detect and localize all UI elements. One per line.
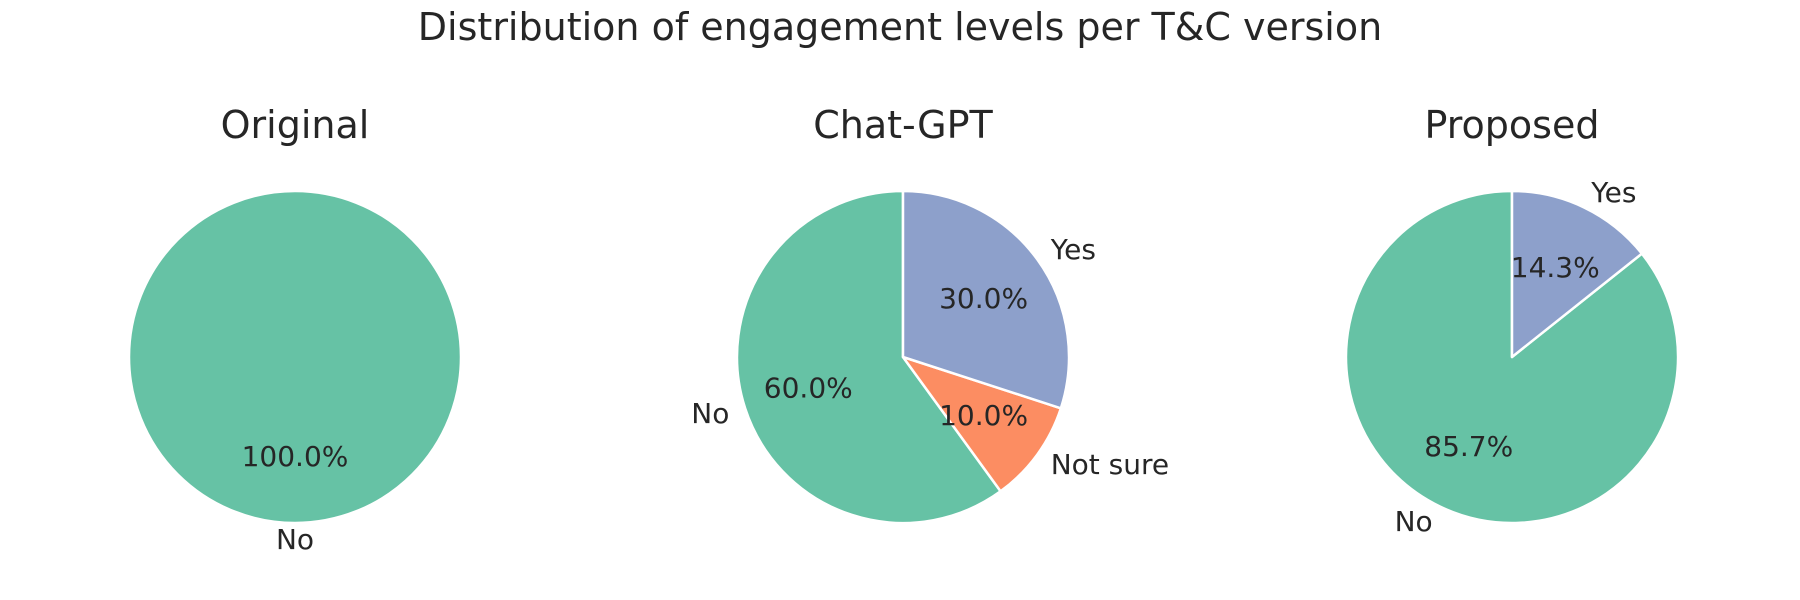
slice-label-chat-gpt-not-sure: Not sure	[1051, 448, 1169, 481]
pie-title-chat-gpt: Chat-GPT	[813, 103, 993, 147]
slice-label-proposed-no: No	[1395, 505, 1433, 538]
pct-label-chat-gpt-not-sure: 10.0%	[939, 399, 1028, 432]
pie-slice-chat-gpt-yes	[901, 189, 1071, 410]
pie-slice-original-no	[127, 189, 463, 525]
pies-group: No 100.0% No 60.0% Not sure 10.0% Yes 30.0% No 85…	[127, 176, 1680, 556]
slice-label-chat-gpt-yes: Yes	[1050, 233, 1096, 266]
pie-slice-chat-gpt-no	[735, 189, 1002, 525]
pct-label-chat-gpt-yes: 30.0%	[939, 282, 1028, 315]
figure-title: Distribution of engagement levels per T&…	[418, 5, 1382, 49]
pie-title-original: Original	[221, 103, 370, 147]
slice-label-proposed-yes: Yes	[1590, 176, 1636, 209]
pie-slice-chat-gpt-not-sure	[901, 355, 1063, 493]
pct-label-proposed-yes: 14.3%	[1511, 251, 1600, 284]
slice-label-chat-gpt-no: No	[691, 397, 729, 430]
pct-label-original-no: 100.0%	[242, 440, 349, 473]
pct-label-chat-gpt-no: 60.0%	[764, 371, 853, 404]
pie-title-proposed: Proposed	[1425, 103, 1600, 147]
pct-label-proposed-no: 85.7%	[1424, 430, 1513, 463]
slice-label-original-no: No	[276, 523, 314, 556]
pie-slice-proposed-yes	[1510, 189, 1644, 359]
